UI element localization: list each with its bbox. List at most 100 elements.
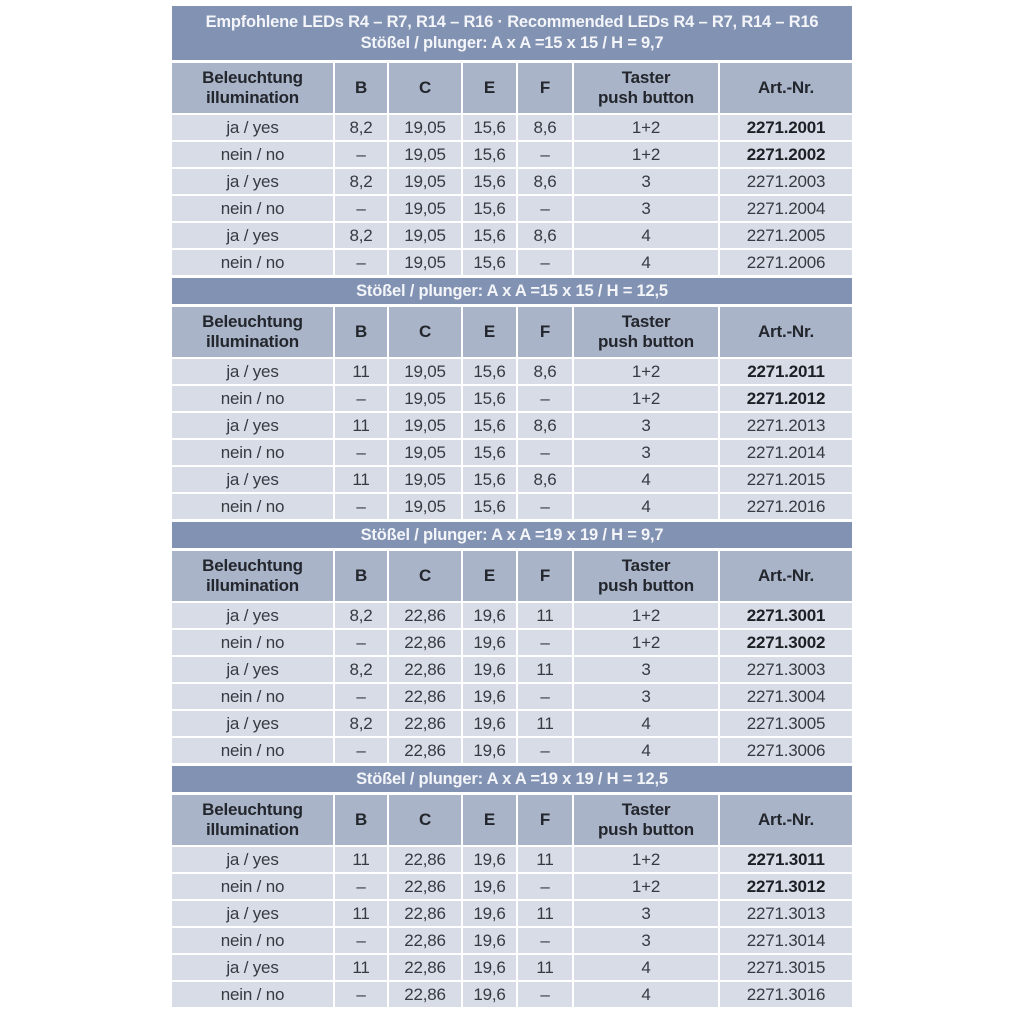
cell-b: 8,2 — [335, 711, 387, 736]
cell-art-nr: 2271.3011 — [720, 847, 852, 872]
col-header-taster-en: push button — [598, 88, 694, 107]
cell-b: 8,2 — [335, 657, 387, 682]
cell-f: – — [518, 440, 572, 465]
table-row: ja / yes 11 22,86 19,6 11 3 2271.3013 — [172, 901, 852, 926]
cell-taster: 4 — [574, 955, 718, 980]
column-header-row: Beleuchtung illumination B C E F Taster … — [172, 551, 852, 601]
cell-taster: 3 — [574, 169, 718, 194]
cell-taster: 3 — [574, 657, 718, 682]
col-header-f: F — [518, 63, 572, 113]
cell-art-nr: 2271.2011 — [720, 359, 852, 384]
cell-b: – — [335, 982, 387, 1007]
col-header-e: E — [463, 63, 516, 113]
cell-e: 15,6 — [463, 494, 516, 519]
col-header-c: C — [389, 63, 461, 113]
cell-c: 19,05 — [389, 142, 461, 167]
cell-b: 11 — [335, 467, 387, 492]
cell-c: 19,05 — [389, 250, 461, 275]
cell-illumination: ja / yes — [172, 847, 333, 872]
cell-taster: 4 — [574, 738, 718, 763]
cell-illumination: ja / yes — [172, 413, 333, 438]
cell-e: 15,6 — [463, 386, 516, 411]
cell-illumination: nein / no — [172, 250, 333, 275]
cell-b: – — [335, 684, 387, 709]
table-row: nein / no – 22,86 19,6 – 1+2 2271.3002 — [172, 630, 852, 655]
cell-art-nr: 2271.3015 — [720, 955, 852, 980]
cell-illumination: ja / yes — [172, 657, 333, 682]
cell-c: 19,05 — [389, 223, 461, 248]
col-header-taster-de: Taster — [621, 312, 671, 332]
cell-f: – — [518, 874, 572, 899]
cell-art-nr: 2271.3013 — [720, 901, 852, 926]
table-row: ja / yes 11 22,86 19,6 11 1+2 2271.3011 — [172, 847, 852, 872]
cell-art-nr: 2271.3016 — [720, 982, 852, 1007]
cell-b: 11 — [335, 901, 387, 926]
cell-illumination: nein / no — [172, 874, 333, 899]
cell-illumination: ja / yes — [172, 115, 333, 140]
cell-c: 22,86 — [389, 738, 461, 763]
cell-art-nr: 2271.2014 — [720, 440, 852, 465]
cell-illumination: nein / no — [172, 494, 333, 519]
table-row: ja / yes 8,2 22,86 19,6 11 1+2 2271.3001 — [172, 603, 852, 628]
cell-b: – — [335, 386, 387, 411]
col-header-e: E — [463, 307, 516, 357]
cell-e: 19,6 — [463, 711, 516, 736]
cell-art-nr: 2271.3006 — [720, 738, 852, 763]
cell-f: 11 — [518, 603, 572, 628]
cell-b: 8,2 — [335, 223, 387, 248]
table-row: nein / no – 22,86 19,6 – 4 2271.3006 — [172, 738, 852, 763]
cell-c: 22,86 — [389, 901, 461, 926]
cell-taster: 3 — [574, 684, 718, 709]
cell-e: 15,6 — [463, 359, 516, 384]
table-row: nein / no – 19,05 15,6 – 4 2271.2016 — [172, 494, 852, 519]
cell-illumination: nein / no — [172, 982, 333, 1007]
cell-e: 15,6 — [463, 413, 516, 438]
table-title-band: Empfohlene LEDs R4 – R7, R14 – R16 · Rec… — [172, 6, 852, 60]
cell-art-nr: 2271.3001 — [720, 603, 852, 628]
table-row: nein / no – 19,05 15,6 – 1+2 2271.2012 — [172, 386, 852, 411]
section-subtitle: Stößel / plunger: A x A =15 x 15 / H = 9… — [360, 34, 664, 52]
col-header-b: B — [335, 795, 387, 845]
cell-illumination: nein / no — [172, 440, 333, 465]
section-subtitle: Stößel / plunger: A x A =19 x 19 / H = 1… — [356, 769, 668, 788]
cell-b: 8,2 — [335, 603, 387, 628]
col-header-illumination-de: Beleuchtung — [202, 68, 303, 88]
col-header-illumination: Beleuchtung illumination — [172, 307, 333, 357]
col-header-taster-en: push button — [598, 576, 694, 595]
cell-e: 15,6 — [463, 467, 516, 492]
cell-e: 19,6 — [463, 657, 516, 682]
cell-b: 11 — [335, 359, 387, 384]
cell-f: 11 — [518, 657, 572, 682]
col-header-e: E — [463, 795, 516, 845]
cell-art-nr: 2271.3004 — [720, 684, 852, 709]
cell-e: 15,6 — [463, 196, 516, 221]
section-subtitle: Stößel / plunger: A x A =19 x 19 / H = 9… — [360, 525, 664, 544]
table-row: ja / yes 8,2 22,86 19,6 11 3 2271.3003 — [172, 657, 852, 682]
cell-f: 8,6 — [518, 223, 572, 248]
cell-b: – — [335, 874, 387, 899]
cell-f: – — [518, 250, 572, 275]
cell-e: 19,6 — [463, 901, 516, 926]
cell-taster: 1+2 — [574, 630, 718, 655]
cell-e: 15,6 — [463, 169, 516, 194]
cell-b: 8,2 — [335, 115, 387, 140]
cell-e: 19,6 — [463, 874, 516, 899]
cell-c: 22,86 — [389, 928, 461, 953]
cell-c: 19,05 — [389, 386, 461, 411]
cell-f: – — [518, 142, 572, 167]
col-header-illumination-en: illumination — [206, 576, 299, 595]
cell-f: 11 — [518, 955, 572, 980]
cell-taster: 1+2 — [574, 603, 718, 628]
table-row: ja / yes 8,2 19,05 15,6 8,6 4 2271.2005 — [172, 223, 852, 248]
col-header-taster: Taster push button — [574, 63, 718, 113]
cell-e: 19,6 — [463, 603, 516, 628]
cell-taster: 4 — [574, 467, 718, 492]
led-recommendation-table: Empfohlene LEDs R4 – R7, R14 – R16 · Rec… — [172, 6, 852, 1007]
section-subtitle-band: Stößel / plunger: A x A =19 x 19 / H = 1… — [172, 766, 852, 792]
cell-c: 19,05 — [389, 196, 461, 221]
col-header-illumination: Beleuchtung illumination — [172, 795, 333, 845]
cell-b: 8,2 — [335, 169, 387, 194]
col-header-e: E — [463, 551, 516, 601]
cell-illumination: ja / yes — [172, 359, 333, 384]
cell-art-nr: 2271.3014 — [720, 928, 852, 953]
